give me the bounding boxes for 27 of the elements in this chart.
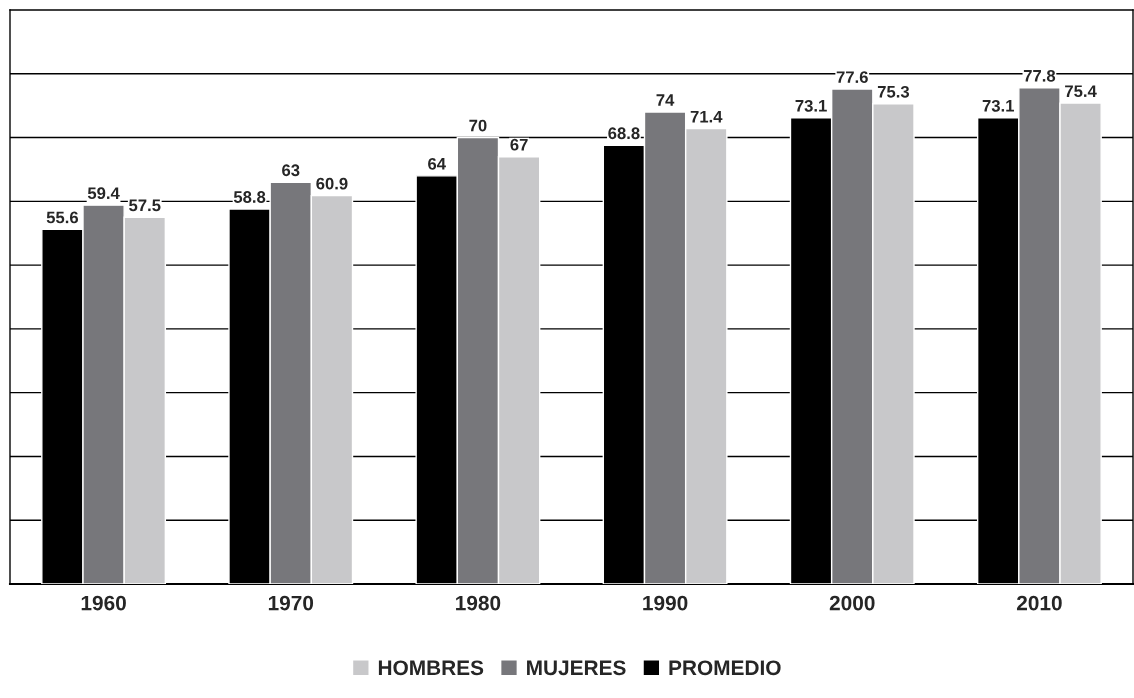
data-label: 63	[282, 164, 300, 177]
x-tick-label: 1990	[643, 595, 688, 611]
data-label: 60.9	[316, 177, 348, 190]
data-label: 67	[510, 138, 528, 151]
x-tick-label: 1970	[268, 595, 314, 611]
legend-label: PROMEDIO	[669, 660, 781, 676]
data-label: 57.5	[129, 199, 161, 212]
legend-label: HOMBRES	[378, 660, 484, 676]
data-label: 74	[656, 94, 675, 106]
data-label: 58.8	[233, 191, 266, 203]
x-tick-label: 1960	[81, 595, 126, 611]
data-label: 70	[469, 119, 487, 132]
data-label: 59.4	[87, 187, 120, 200]
data-label: 75.4	[1065, 85, 1097, 98]
data-label: 68.8	[608, 127, 640, 140]
data-label: 64	[428, 157, 446, 170]
data-label: 73.1	[795, 99, 827, 112]
x-tick-label: 2000	[829, 595, 875, 611]
data-label: 71.4	[690, 110, 723, 123]
data-label: 75.3	[877, 85, 910, 98]
data-label: 73.1	[982, 99, 1014, 112]
data-label: 77.6	[836, 71, 868, 84]
x-tick-label: 2010	[1016, 595, 1062, 611]
legend-label: MUJERES	[527, 660, 626, 676]
data-label: 77.8	[1023, 69, 1056, 82]
data-label: 55.6	[46, 211, 79, 224]
x-tick-label: 1980	[456, 595, 501, 611]
